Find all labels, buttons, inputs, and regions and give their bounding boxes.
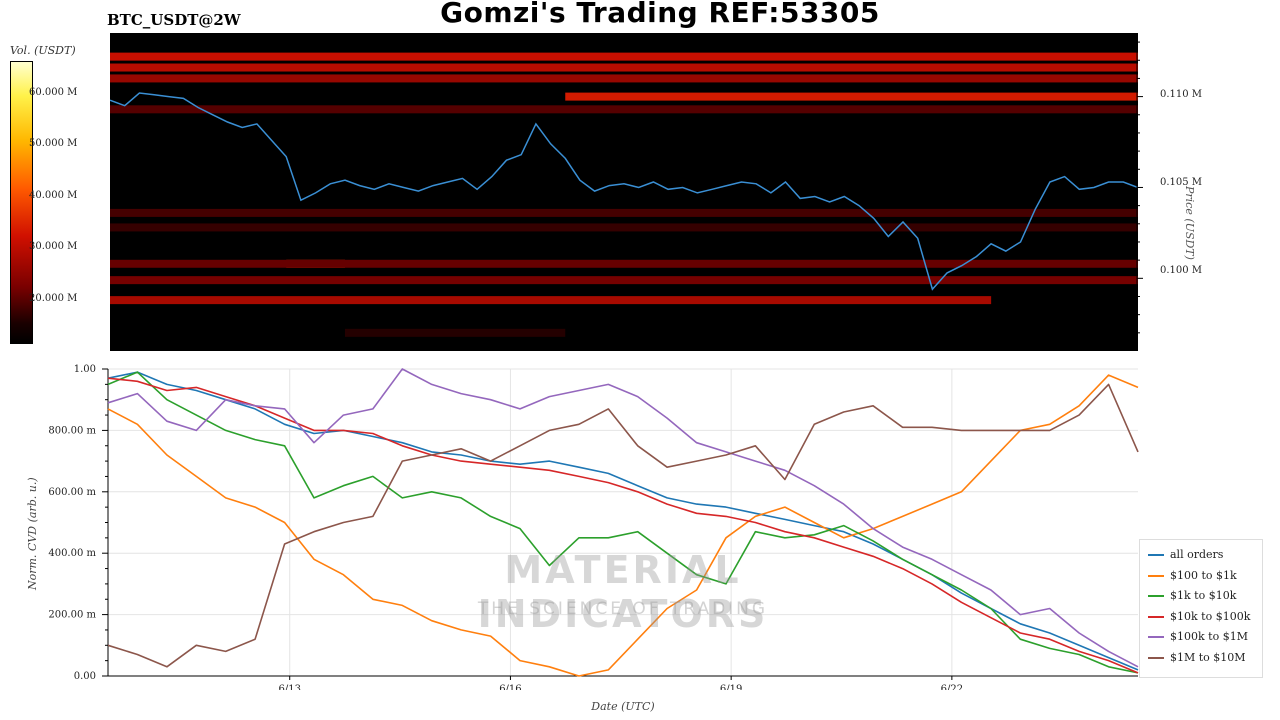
series-line bbox=[107, 368, 1139, 668]
legend-swatch bbox=[1148, 554, 1164, 556]
legend-label: all orders bbox=[1170, 548, 1224, 561]
volume-colorbar bbox=[10, 61, 33, 344]
y-axis-label: Norm. CVD (arb. u.) bbox=[26, 477, 39, 590]
liquidity-band bbox=[110, 52, 1138, 61]
y-tick-label: 200.00 m bbox=[48, 610, 96, 621]
y-tick-label: 800.00 m bbox=[48, 425, 96, 436]
price-tick: 0.110 M bbox=[1160, 89, 1203, 100]
series-line bbox=[107, 377, 1139, 674]
legend-swatch bbox=[1148, 656, 1164, 659]
chart-legend: all orders $100 to $1k $1k to $10k $10k to … bbox=[1139, 539, 1263, 678]
liquidity-band bbox=[110, 74, 1138, 83]
price-tick: 0.105 M bbox=[1160, 177, 1203, 188]
liquidity-band bbox=[344, 328, 566, 337]
orderbook-heatmap bbox=[110, 33, 1138, 351]
series-line bbox=[107, 371, 1139, 674]
y-tick-label: 1.00 bbox=[74, 364, 96, 375]
legend-item: $10k to $100k bbox=[1148, 610, 1250, 628]
x-tick-label: 6/13 bbox=[278, 684, 300, 690]
colorbar-tick: 30.000 M bbox=[29, 241, 78, 252]
legend-swatch bbox=[1148, 636, 1164, 638]
legend-label: $100k to $1M bbox=[1170, 630, 1248, 643]
symbol-label: BTC_USDT@2W bbox=[107, 11, 241, 29]
liquidity-band bbox=[110, 223, 1138, 232]
cvd-chart: 0.00 200.00 m 400.00 m 600.00 m 800.00 m 1.00… bbox=[48, 364, 1139, 690]
colorbar-tick: 60.000 M bbox=[29, 87, 78, 98]
legend-label: $1M to $10M bbox=[1170, 650, 1246, 664]
colorbar-tick: 40.000 M bbox=[29, 190, 78, 201]
legend-item: $100 to $1k bbox=[1148, 569, 1237, 587]
y-tick-label: 400.00 m bbox=[48, 548, 96, 559]
series-line bbox=[107, 371, 1139, 671]
liquidity-band bbox=[110, 276, 1138, 285]
colorbar-label: Vol. (USDT) bbox=[10, 44, 76, 57]
price-tick: 0.100 M bbox=[1160, 265, 1203, 276]
price-axis bbox=[1136, 33, 1143, 351]
x-tick-label: 6/19 bbox=[720, 684, 742, 690]
liquidity-band bbox=[110, 208, 1138, 217]
series-line bbox=[107, 374, 1139, 677]
liquidity-band bbox=[565, 92, 1138, 101]
price-axis-label: Price (USDT) bbox=[1183, 186, 1196, 260]
liquidity-band bbox=[110, 105, 1138, 114]
liquidity-band bbox=[110, 63, 1138, 72]
legend-item: $1M to $10M bbox=[1148, 651, 1246, 669]
price-line bbox=[110, 92, 1138, 291]
y-tick-label: 600.00 m bbox=[48, 487, 96, 498]
legend-swatch bbox=[1148, 615, 1164, 618]
watermark-text: MATERIAL INDICATORS bbox=[477, 548, 769, 636]
watermark-subtext: THE SCIENCE OF TRADING bbox=[477, 599, 769, 619]
colorbar-tick: 20.000 M bbox=[29, 293, 78, 304]
x-tick-label: 6/22 bbox=[941, 684, 963, 690]
heatmap-svg bbox=[110, 52, 1138, 337]
legend-label: $100 to $1k bbox=[1170, 568, 1237, 582]
legend-label: $10k to $100k bbox=[1170, 609, 1251, 623]
legend-label: $1k to $10k bbox=[1170, 589, 1237, 602]
x-tick-label: 6/16 bbox=[499, 684, 521, 690]
legend-item: $1k to $10k bbox=[1148, 589, 1236, 607]
series-line bbox=[107, 383, 1139, 668]
chart-title: Gomzi's Trading REF:53305 bbox=[440, 0, 880, 29]
legend-swatch bbox=[1148, 595, 1164, 597]
legend-item: all orders bbox=[1148, 548, 1223, 566]
y-tick-label: 0.00 bbox=[74, 671, 96, 682]
liquidity-band bbox=[110, 259, 1138, 268]
legend-swatch bbox=[1148, 574, 1164, 577]
x-axis-label: Date (UTC) bbox=[591, 700, 655, 713]
liquidity-band bbox=[110, 296, 992, 305]
colorbar-tick: 50.000 M bbox=[29, 138, 78, 149]
legend-item: $100k to $1M bbox=[1148, 630, 1248, 648]
